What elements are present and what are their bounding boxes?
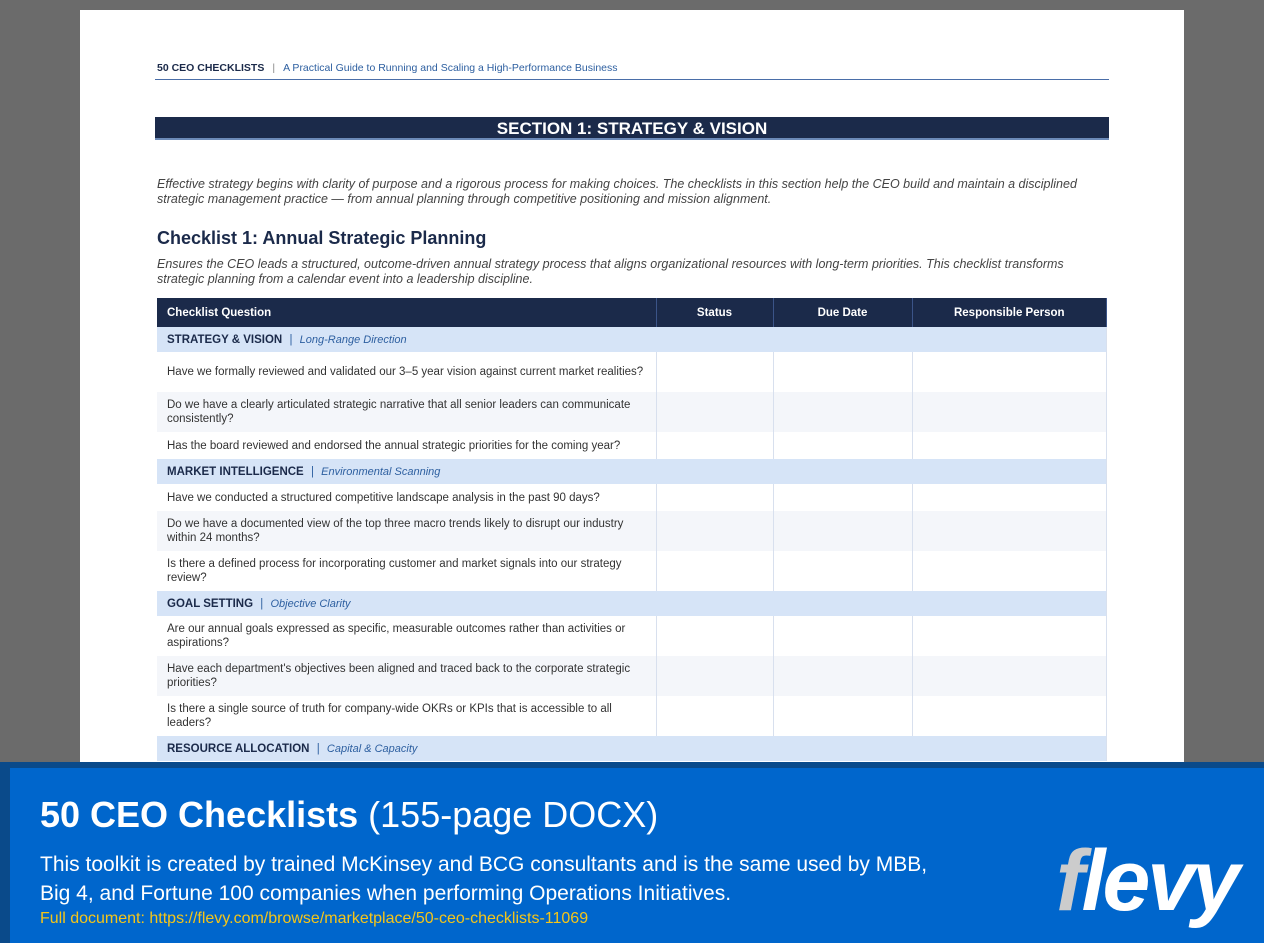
group-separator: | — [316, 742, 320, 755]
status-cell[interactable] — [656, 484, 774, 511]
responsible-person-cell[interactable] — [912, 696, 1107, 736]
table-row: Has the board reviewed and endorsed the … — [157, 432, 1107, 459]
table-row: Have each department's objectives been a… — [157, 656, 1107, 696]
due-date-cell[interactable] — [773, 392, 913, 432]
group-subtitle: Environmental Scanning — [321, 465, 441, 478]
question-cell: Are our annual goals expressed as specif… — [157, 616, 657, 656]
group-subtitle: Objective Clarity — [270, 597, 351, 610]
status-cell[interactable] — [656, 511, 774, 551]
question-cell: Do we have a clearly articulated strateg… — [157, 392, 657, 432]
question-cell: Has the board reviewed and endorsed the … — [157, 432, 657, 459]
column-header: Due Date — [773, 298, 913, 327]
header-brand: 50 CEO CHECKLISTS — [157, 62, 265, 74]
banner-title-rest: (155-page DOCX) — [368, 794, 659, 835]
promo-banner: 50 CEO Checklists (155-page DOCX) This t… — [0, 762, 1264, 943]
due-date-cell[interactable] — [773, 616, 913, 656]
section-title: SECTION 1: STRATEGY & VISION — [155, 117, 1109, 140]
status-cell[interactable] — [656, 551, 774, 591]
status-cell[interactable] — [656, 616, 774, 656]
column-header: Responsible Person — [912, 298, 1107, 327]
header-subtitle: A Practical Guide to Running and Scaling… — [283, 62, 618, 74]
banner-edge — [0, 768, 10, 943]
table-row: Is there a defined process for incorpora… — [157, 551, 1107, 591]
question-cell: Have each department's objectives been a… — [157, 656, 657, 696]
responsible-person-cell[interactable] — [912, 551, 1107, 591]
group-name: RESOURCE ALLOCATION — [167, 742, 310, 755]
group-name: GOAL SETTING — [167, 597, 254, 610]
checklist-title: Checklist 1: Annual Strategic Planning — [157, 228, 487, 248]
table-row: Is there a single source of truth for co… — [157, 696, 1107, 736]
group-name: MARKET INTELLIGENCE — [167, 465, 304, 478]
header-separator: | — [272, 62, 276, 74]
group-row: MARKET INTELLIGENCE | Environmental Scan… — [157, 459, 1107, 484]
banner-description: This toolkit is created by trained McKin… — [40, 853, 928, 905]
header-rule — [155, 79, 1109, 80]
due-date-cell[interactable] — [773, 551, 913, 591]
running-header: 50 CEO CHECKLISTS | A Practical Guide to R… — [157, 62, 618, 74]
status-cell[interactable] — [656, 656, 774, 696]
flevy-logo: flevy — [1056, 833, 1240, 929]
group-separator: | — [260, 597, 264, 610]
due-date-cell[interactable] — [773, 484, 913, 511]
status-cell[interactable] — [656, 432, 774, 459]
responsible-person-cell[interactable] — [912, 392, 1107, 432]
group-name: STRATEGY & VISION — [167, 333, 283, 346]
group-label: RESOURCE ALLOCATION | Capital & Capacity — [157, 736, 1107, 761]
column-header: Checklist Question — [157, 298, 657, 327]
question-cell: Have we formally reviewed and validated … — [157, 352, 657, 392]
responsible-person-cell[interactable] — [912, 511, 1107, 551]
due-date-cell[interactable] — [773, 511, 913, 551]
question-cell: Do we have a documented view of the top … — [157, 511, 657, 551]
banner-link[interactable]: Full document: https://flevy.com/browse/… — [40, 910, 589, 927]
table-row: Have we formally reviewed and validated … — [157, 352, 1107, 392]
table-row: Do we have a documented view of the top … — [157, 511, 1107, 551]
responsible-person-cell[interactable] — [912, 484, 1107, 511]
checklist-description: Ensures the CEO leads a structured, outc… — [157, 257, 1064, 286]
checklist-table: Checklist Question Status Due Date Responsi… — [157, 298, 1107, 761]
group-row: RESOURCE ALLOCATION | Capital & Capacity — [157, 736, 1107, 761]
due-date-cell[interactable] — [773, 696, 913, 736]
group-label: GOAL SETTING | Objective Clarity — [157, 591, 1107, 616]
responsible-person-cell[interactable] — [912, 616, 1107, 656]
banner-title: 50 CEO Checklists (155-page DOCX) — [40, 794, 658, 836]
group-subtitle: Capital & Capacity — [326, 742, 418, 755]
group-subtitle: Long-Range Direction — [299, 333, 407, 346]
due-date-cell[interactable] — [773, 432, 913, 459]
group-separator: | — [310, 465, 314, 478]
due-date-cell[interactable] — [773, 656, 913, 696]
group-separator: | — [289, 333, 293, 346]
group-label: MARKET INTELLIGENCE | Environmental Scan… — [157, 459, 1107, 484]
table-row: Are our annual goals expressed as specif… — [157, 616, 1107, 656]
group-row: STRATEGY & VISION | Long-Range Direction — [157, 327, 1107, 352]
table-row: Do we have a clearly articulated strateg… — [157, 392, 1107, 432]
question-cell: Is there a single source of truth for co… — [157, 696, 657, 736]
status-cell[interactable] — [656, 352, 774, 392]
column-header: Status — [656, 298, 774, 327]
document-page: 50 CEO CHECKLISTS | A Practical Guide to R… — [80, 10, 1184, 770]
responsible-person-cell[interactable] — [912, 352, 1107, 392]
banner-title-bold: 50 CEO Checklists — [40, 794, 359, 835]
group-row: GOAL SETTING | Objective Clarity — [157, 591, 1107, 616]
table-row: Have we conducted a structured competiti… — [157, 484, 1107, 511]
section-intro: Effective strategy begins with clarity o… — [157, 177, 1077, 206]
question-cell: Have we conducted a structured competiti… — [157, 484, 657, 511]
responsible-person-cell[interactable] — [912, 656, 1107, 696]
status-cell[interactable] — [656, 392, 774, 432]
group-label: STRATEGY & VISION | Long-Range Direction — [157, 327, 1107, 352]
question-cell: Is there a defined process for incorpora… — [157, 551, 657, 591]
responsible-person-cell[interactable] — [912, 432, 1107, 459]
status-cell[interactable] — [656, 696, 774, 736]
due-date-cell[interactable] — [773, 352, 913, 392]
